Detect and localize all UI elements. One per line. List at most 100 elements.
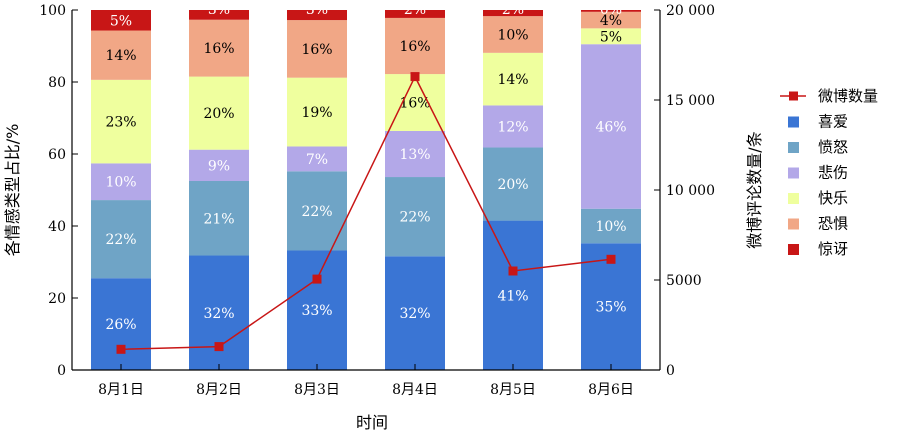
bar-segment-3-6 [581,44,641,209]
legend-swatch-4 [788,193,799,204]
right-tick-label-1: 0 [666,363,675,379]
bar-segment-4-2 [189,76,249,150]
segment-label-4-1: 23% [105,115,136,131]
segment-label-5-4: 16% [399,39,430,55]
x-tick-label-3: 8月3日 [294,382,340,398]
legend-swatch-5 [788,218,799,230]
segment-label-3-1: 10% [105,175,136,191]
segment-label-3-5: 12% [497,119,528,135]
bar-segment-6-2 [189,10,249,20]
segment-label-4-2: 20% [203,106,234,122]
bar-segment-5-5 [483,16,543,53]
line-point-4 [410,72,420,82]
legend-label-1: 喜爱 [818,113,848,131]
segment-label-1-4: 32% [399,306,430,322]
left-y-axis-title: 各情感类型占比/% [3,124,22,257]
bar-segment-2-1 [91,200,151,279]
left-tick-label-3: 40 [48,219,66,235]
segment-label-1-1: 26% [105,317,136,333]
line-point-1 [116,344,126,354]
bar-segment-2-2 [189,181,249,256]
bar-segment-5-4 [385,17,445,75]
left-tick-label-2: 20 [48,291,66,307]
legend-label-line: 微博数量 [818,87,878,105]
left-tick-label-1: 0 [57,363,66,379]
right-y-axis-title: 微博评论数量/条 [745,131,764,248]
legend-line-marker [789,91,798,101]
bar-segment-6-5 [483,10,543,17]
segment-label-4-3: 19% [301,105,332,121]
segment-label-1-5: 41% [497,288,528,304]
x-tick-label-2: 8月2日 [196,382,242,398]
line-series [116,72,616,354]
bar-segment-4-4 [385,74,445,131]
line-point-2 [214,342,224,352]
segment-label-3-6: 46% [595,119,626,135]
bar-segment-4-1 [91,79,151,164]
legend-label-6: 惊讶 [818,240,848,258]
segment-label-6-6: 0% [600,2,622,18]
segment-label-4-4: 16% [399,96,430,112]
bar-segment-4-5 [483,52,543,106]
segment-label-4-6: 5% [600,29,622,45]
bar-segment-2-5 [483,147,543,221]
x-tick-label-4: 8月4日 [392,382,438,398]
segment-labels: 26% 22% 10% 23% 14% 5% 32% 21% 9% 20% 16% 3% 33% 22% 7… [105,2,626,333]
segment-label-5-2: 16% [203,41,234,57]
bar-segment-1-1 [91,278,151,370]
axes: 0 20 40 60 80 100 0 5000 10 000 15 000 20 000 8月1日 8… [39,3,715,398]
legend-swatch-6 [788,244,799,255]
segment-label-5-6: 4% [600,13,622,29]
bar-segment-5-3 [287,20,347,78]
bar-segment-4-3 [287,77,347,147]
bar-segment-6-1 [91,10,151,31]
x-tick-label-5: 8月5日 [490,382,536,398]
left-tick-label-5: 80 [48,75,66,91]
line-point-6 [606,254,616,264]
bar-segment-6-3 [287,10,347,21]
segment-label-2-2: 21% [203,211,234,227]
bar-segment-3-1 [91,163,151,201]
bar-segment-5-1 [91,30,151,80]
line-series-path [120,74,612,351]
left-tick-label-6: 100 [39,3,66,19]
bar-segment-3-4 [385,130,445,178]
segment-label-2-5: 20% [497,177,528,193]
bar-segment-6-6 [581,10,641,12]
segment-label-2-6: 10% [595,219,626,235]
segment-label-1-3: 33% [301,303,332,319]
bar-segment-4-6 [581,28,641,45]
left-tick-label-4: 60 [48,147,66,163]
segment-label-5-3: 16% [301,42,332,58]
bar-segment-5-2 [189,19,249,77]
bar-segment-3-3 [287,146,347,172]
legend-label-4: 快乐 [818,189,848,207]
segment-label-2-1: 22% [105,232,136,248]
segment-label-3-4: 13% [399,147,430,163]
segment-label-1-6: 35% [595,300,626,316]
legend-swatch-1 [788,116,799,128]
right-tick-label-2: 5000 [666,273,702,289]
legend-swatch-2 [788,142,799,153]
x-tick-label-6: 8月6日 [588,382,634,398]
right-tick-label-5: 20 000 [666,3,715,19]
segment-label-6-4: 2% [404,2,426,18]
bar-segment-5-6 [581,11,641,29]
bar-segment-3-5 [483,105,543,148]
segment-label-6-2: 3% [208,2,230,18]
segment-label-6-1: 5% [110,13,132,29]
bar-segment-6-4 [385,10,445,18]
x-tick-label-1: 8月1日 [98,382,144,398]
legend-label-2: 愤怒 [818,138,848,156]
segment-label-3-3: 7% [306,152,328,168]
legend-swatch-3 [788,167,799,179]
segment-label-2-4: 22% [399,210,430,226]
segment-label-6-5: 2% [502,2,524,18]
segment-label-5-5: 10% [497,27,528,43]
bar-segment-1-6 [581,243,641,370]
bar-segment-1-5 [483,220,543,370]
right-tick-label-3: 10 000 [666,183,715,199]
segment-label-3-2: 9% [208,158,230,174]
